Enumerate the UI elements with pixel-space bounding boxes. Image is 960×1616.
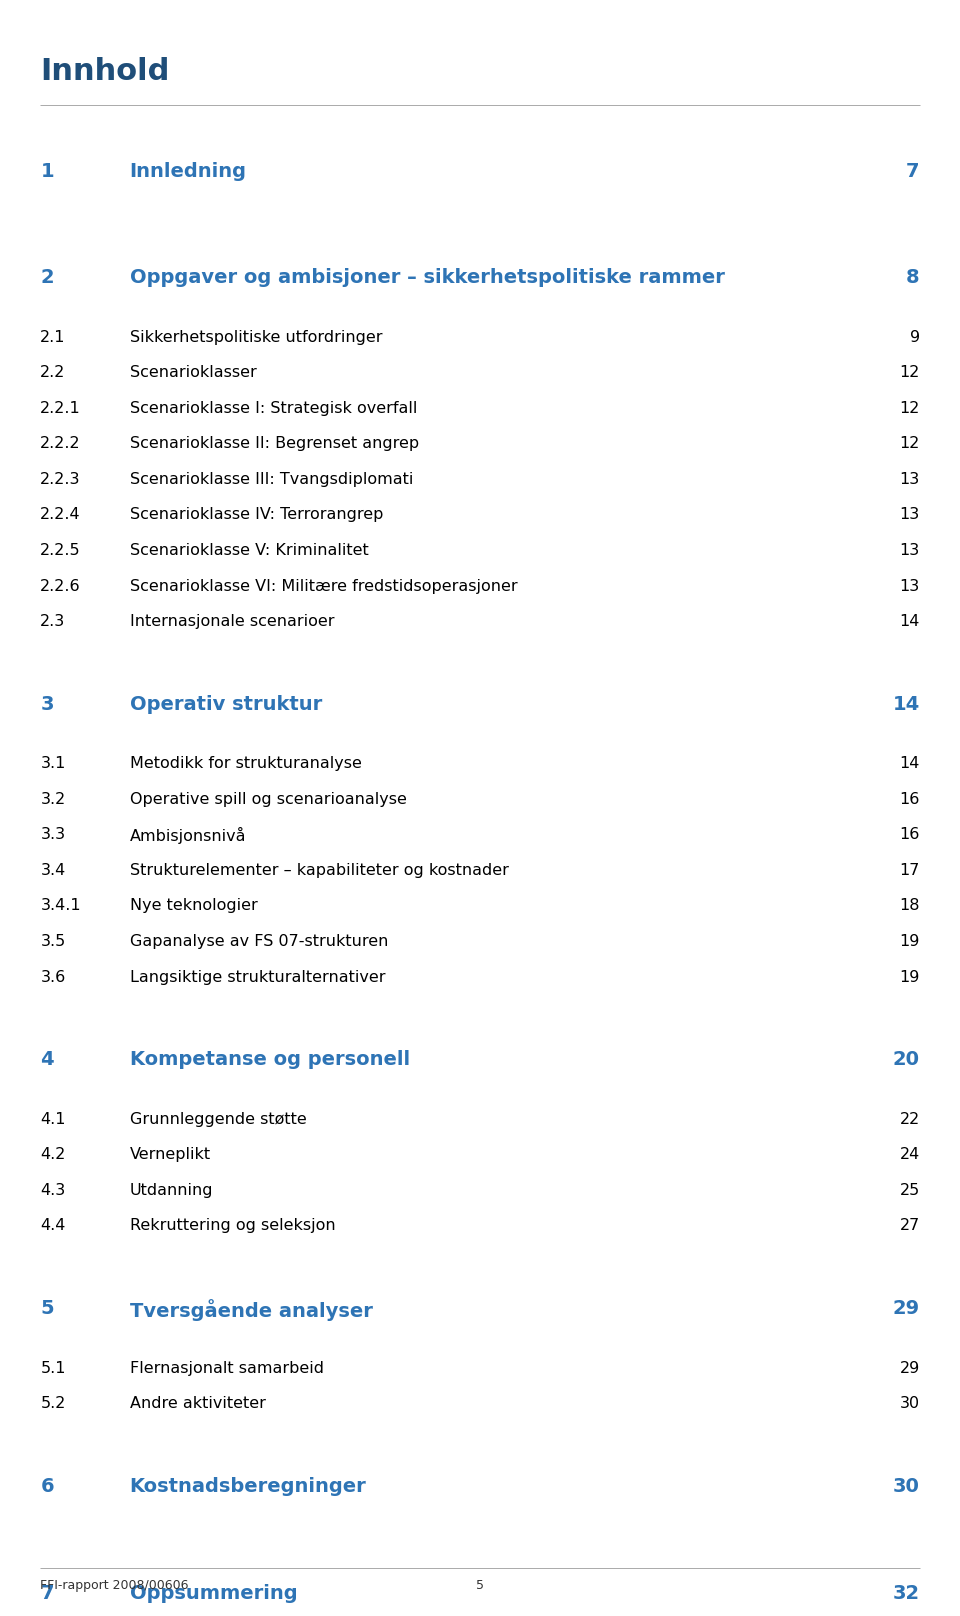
Text: FFI-rapport 2008/00606: FFI-rapport 2008/00606 xyxy=(40,1579,189,1592)
Text: Scenarioklasse VI: Militære fredstidsoperasjoner: Scenarioklasse VI: Militære fredstidsope… xyxy=(130,579,517,593)
Text: 16: 16 xyxy=(900,827,920,842)
Text: Sikkerhetspolitiske utfordringer: Sikkerhetspolitiske utfordringer xyxy=(130,330,382,344)
Text: Scenarioklasse III: Tvangsdiplomati: Scenarioklasse III: Tvangsdiplomati xyxy=(130,472,413,486)
Text: Scenarioklasse II: Begrenset angrep: Scenarioklasse II: Begrenset angrep xyxy=(130,436,419,451)
Text: Scenarioklasse IV: Terrorangrep: Scenarioklasse IV: Terrorangrep xyxy=(130,507,383,522)
Text: 3.1: 3.1 xyxy=(40,756,65,771)
Text: 3: 3 xyxy=(40,695,54,714)
Text: 32: 32 xyxy=(893,1584,920,1603)
Text: 14: 14 xyxy=(900,756,920,771)
Text: 2.2.1: 2.2.1 xyxy=(40,401,81,415)
Text: Kompetanse og personell: Kompetanse og personell xyxy=(130,1050,410,1070)
Text: 13: 13 xyxy=(900,579,920,593)
Text: 4.1: 4.1 xyxy=(40,1112,66,1126)
Text: 2.2.2: 2.2.2 xyxy=(40,436,81,451)
Text: 3.4: 3.4 xyxy=(40,863,65,877)
Text: 1: 1 xyxy=(40,162,54,181)
Text: Grunnleggende støtte: Grunnleggende støtte xyxy=(130,1112,306,1126)
Text: Tversgående analyser: Tversgående analyser xyxy=(130,1299,372,1322)
Text: 13: 13 xyxy=(900,507,920,522)
Text: 3.6: 3.6 xyxy=(40,970,65,984)
Text: 6: 6 xyxy=(40,1477,54,1496)
Text: Innhold: Innhold xyxy=(40,57,170,86)
Text: 30: 30 xyxy=(900,1396,920,1411)
Text: 7: 7 xyxy=(40,1584,54,1603)
Text: 14: 14 xyxy=(893,695,920,714)
Text: Strukturelementer – kapabiliteter og kostnader: Strukturelementer – kapabiliteter og kos… xyxy=(130,863,509,877)
Text: Nye teknologier: Nye teknologier xyxy=(130,898,257,913)
Text: Andre aktiviteter: Andre aktiviteter xyxy=(130,1396,266,1411)
Text: 2.1: 2.1 xyxy=(40,330,66,344)
Text: Rekruttering og seleksjon: Rekruttering og seleksjon xyxy=(130,1218,335,1233)
Text: Verneplikt: Verneplikt xyxy=(130,1147,211,1162)
Text: 5.1: 5.1 xyxy=(40,1361,66,1375)
Text: 25: 25 xyxy=(900,1183,920,1197)
Text: Scenarioklasse I: Strategisk overfall: Scenarioklasse I: Strategisk overfall xyxy=(130,401,417,415)
Text: Flernasjonalt samarbeid: Flernasjonalt samarbeid xyxy=(130,1361,324,1375)
Text: 14: 14 xyxy=(900,614,920,629)
Text: Oppgaver og ambisjoner – sikkerhetspolitiske rammer: Oppgaver og ambisjoner – sikkerhetspolit… xyxy=(130,268,725,288)
Text: 30: 30 xyxy=(893,1477,920,1496)
Text: 2: 2 xyxy=(40,268,54,288)
Text: 5: 5 xyxy=(40,1299,54,1319)
Text: 2.2.5: 2.2.5 xyxy=(40,543,81,558)
Text: 3.4.1: 3.4.1 xyxy=(40,898,81,913)
Text: 2.2: 2.2 xyxy=(40,365,65,380)
Text: 29: 29 xyxy=(900,1361,920,1375)
Text: 16: 16 xyxy=(900,792,920,806)
Text: 4.3: 4.3 xyxy=(40,1183,65,1197)
Text: 24: 24 xyxy=(900,1147,920,1162)
Text: 3.3: 3.3 xyxy=(40,827,65,842)
Text: 5.2: 5.2 xyxy=(40,1396,65,1411)
Text: 7: 7 xyxy=(906,162,920,181)
Text: 18: 18 xyxy=(900,898,920,913)
Text: Innledning: Innledning xyxy=(130,162,247,181)
Text: Gapanalyse av FS 07-strukturen: Gapanalyse av FS 07-strukturen xyxy=(130,934,388,949)
Text: 19: 19 xyxy=(900,934,920,949)
Text: Scenarioklasse V: Kriminalitet: Scenarioklasse V: Kriminalitet xyxy=(130,543,369,558)
Text: Langsiktige strukturalternativer: Langsiktige strukturalternativer xyxy=(130,970,385,984)
Text: Scenarioklasser: Scenarioklasser xyxy=(130,365,256,380)
Text: 8: 8 xyxy=(906,268,920,288)
Text: 27: 27 xyxy=(900,1218,920,1233)
Text: 5: 5 xyxy=(476,1579,484,1592)
Text: Kostnadsberegninger: Kostnadsberegninger xyxy=(130,1477,367,1496)
Text: 22: 22 xyxy=(900,1112,920,1126)
Text: Utdanning: Utdanning xyxy=(130,1183,213,1197)
Text: 13: 13 xyxy=(900,472,920,486)
Text: 2.2.4: 2.2.4 xyxy=(40,507,81,522)
Text: 3.2: 3.2 xyxy=(40,792,65,806)
Text: 12: 12 xyxy=(900,436,920,451)
Text: 4.2: 4.2 xyxy=(40,1147,65,1162)
Text: Oppsummering: Oppsummering xyxy=(130,1584,298,1603)
Text: 9: 9 xyxy=(909,330,920,344)
Text: 20: 20 xyxy=(893,1050,920,1070)
Text: Operative spill og scenarioanalyse: Operative spill og scenarioanalyse xyxy=(130,792,406,806)
Text: Metodikk for strukturanalyse: Metodikk for strukturanalyse xyxy=(130,756,362,771)
Text: 17: 17 xyxy=(900,863,920,877)
Text: 13: 13 xyxy=(900,543,920,558)
Text: 12: 12 xyxy=(900,365,920,380)
Text: 2.2.3: 2.2.3 xyxy=(40,472,81,486)
Text: Internasjonale scenarioer: Internasjonale scenarioer xyxy=(130,614,334,629)
Text: 4.4: 4.4 xyxy=(40,1218,65,1233)
Text: 4: 4 xyxy=(40,1050,54,1070)
Text: 19: 19 xyxy=(900,970,920,984)
Text: 3.5: 3.5 xyxy=(40,934,65,949)
Text: Operativ struktur: Operativ struktur xyxy=(130,695,322,714)
Text: 29: 29 xyxy=(893,1299,920,1319)
Text: 2.3: 2.3 xyxy=(40,614,65,629)
Text: Ambisjonsnivå: Ambisjonsnivå xyxy=(130,827,246,845)
Text: 12: 12 xyxy=(900,401,920,415)
Text: 2.2.6: 2.2.6 xyxy=(40,579,81,593)
